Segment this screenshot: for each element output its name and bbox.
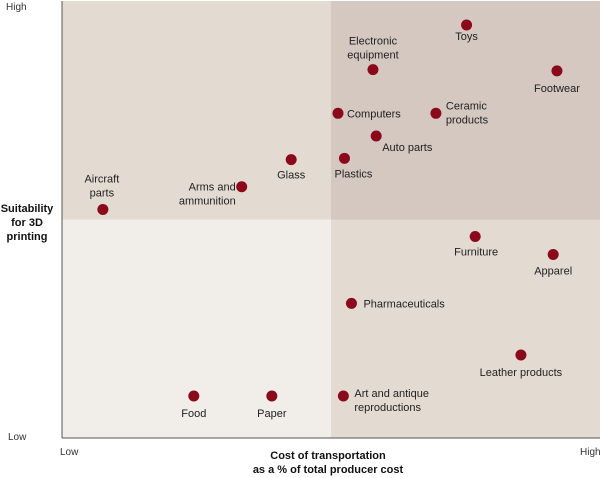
data-point xyxy=(188,390,200,402)
data-point-label: Art and antique reproductions xyxy=(354,388,429,414)
x-tick-high: High xyxy=(580,447,600,458)
y-tick-high: High xyxy=(6,2,27,13)
data-point-label: Plastics xyxy=(334,168,372,180)
data-point xyxy=(515,349,527,361)
data-point-label: Electronic equipment xyxy=(347,36,398,62)
data-point-label: Computers xyxy=(347,108,401,120)
data-point-label: Food xyxy=(181,408,206,420)
data-point-label: Footwear xyxy=(534,83,580,95)
data-point xyxy=(97,203,109,215)
data-point-label: Apparel xyxy=(534,265,572,277)
data-point xyxy=(285,154,297,166)
data-point xyxy=(338,152,350,164)
data-point-label: Aircraft parts xyxy=(84,173,119,199)
data-point xyxy=(469,231,481,243)
data-point-label: Leather products xyxy=(480,367,563,379)
y-axis-title-line-2: for 3D xyxy=(11,217,43,229)
quadrant-top-right xyxy=(331,1,600,220)
data-point-label: Pharmaceuticals xyxy=(363,298,445,310)
data-point xyxy=(551,65,563,77)
data-point xyxy=(345,297,357,309)
data-point-label: Glass xyxy=(277,170,306,182)
data-point-label: Toys xyxy=(455,31,478,43)
x-axis-title-line-1: Cost of transportation xyxy=(270,450,386,462)
quadrant-bottom-left xyxy=(62,219,331,438)
data-point xyxy=(547,248,559,260)
data-point xyxy=(332,107,344,119)
data-point-label: Furniture xyxy=(454,247,498,259)
x-tick-low: Low xyxy=(60,447,79,458)
data-point-label: Paper xyxy=(257,408,287,420)
y-axis-title-line-3: printing xyxy=(7,231,48,243)
data-point xyxy=(461,19,473,31)
data-point xyxy=(370,130,382,142)
data-points: Toys Electronic equipment Footwear Computers… xyxy=(84,19,580,420)
data-point xyxy=(430,107,442,119)
data-point xyxy=(266,390,278,402)
data-point-label: Arms and ammunition xyxy=(179,182,236,208)
x-axis-title-line-2: as a % of total producer cost xyxy=(253,464,404,476)
data-point-label: Ceramic products xyxy=(446,100,489,126)
data-point xyxy=(367,64,379,76)
data-point-label: Auto parts xyxy=(382,142,433,154)
quadrant-top-left xyxy=(62,1,331,220)
y-tick-low: Low xyxy=(8,432,27,443)
data-point xyxy=(337,390,349,402)
data-point xyxy=(236,181,248,193)
y-axis-title-line-1: Suitability xyxy=(1,203,54,215)
